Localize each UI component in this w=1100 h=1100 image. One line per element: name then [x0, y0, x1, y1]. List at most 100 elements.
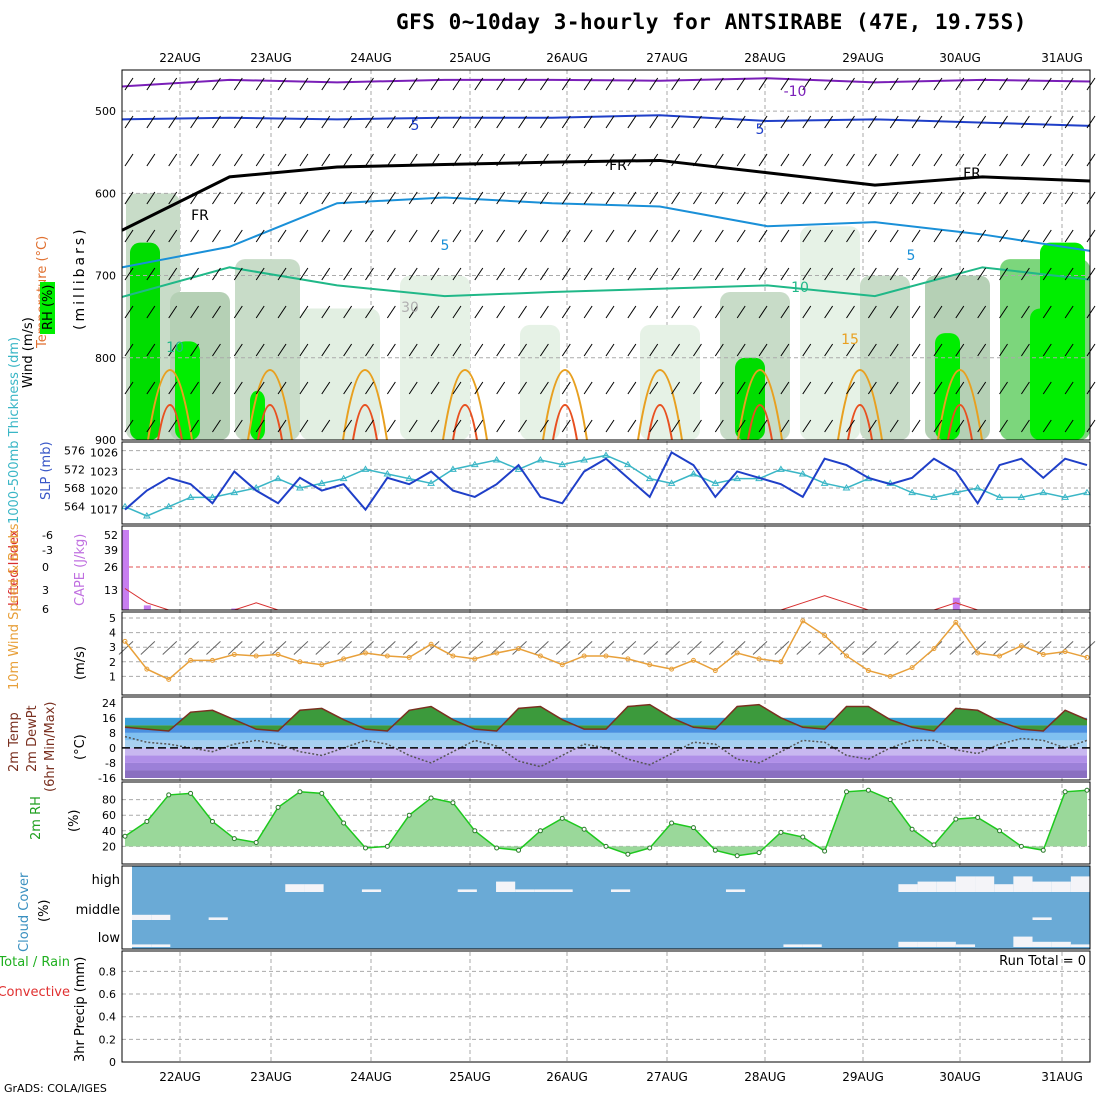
- slp-axis-label: SLP (mb): [39, 441, 54, 500]
- rh2m-panel: 2m RH (%): [29, 781, 1091, 865]
- thickness-point: [908, 488, 916, 496]
- wind-barb: [474, 343, 484, 357]
- wind-tick: 2: [109, 656, 116, 669]
- cloud-bar-low: [898, 941, 918, 947]
- thickness-slp-panel: 1000-500mb Thickness (dm) SLP (mb): [7, 337, 1091, 525]
- wind-barb: [736, 381, 746, 395]
- wind-barb: [846, 305, 855, 319]
- wind-barb: [889, 191, 899, 205]
- li-tick: 0: [42, 561, 49, 574]
- rh-tick: 60: [102, 809, 116, 822]
- thickness-point: [667, 479, 676, 486]
- wind-barb: [780, 419, 790, 433]
- wind-barb: [233, 343, 243, 357]
- wind-speed-point: [887, 673, 893, 679]
- wind-barb: [386, 419, 396, 433]
- temp-tick: -16: [98, 772, 116, 785]
- wind-barb: [955, 267, 965, 281]
- wind-barb: [671, 343, 681, 357]
- cloud-unit-label: (%): [37, 900, 52, 923]
- isotherm-15: [442, 369, 488, 441]
- wind-barb: [1064, 381, 1074, 395]
- isotherm-10: [121, 266, 1091, 298]
- wind-barb: [583, 381, 593, 395]
- wind-barb: [146, 115, 156, 129]
- cloud-background: [132, 866, 1090, 949]
- wind-barb: [365, 191, 374, 205]
- cloud-bar-high: [1013, 876, 1033, 892]
- wind-speed-point: [734, 650, 740, 656]
- wind-barb: [780, 229, 790, 243]
- rh-point: [253, 840, 259, 845]
- wind-barb: [343, 115, 353, 129]
- wind-barb: [386, 229, 396, 243]
- wind-barb: [758, 267, 768, 281]
- wind-barb: [911, 343, 921, 357]
- cape-axis-label: CAPE (J/kg): [73, 534, 88, 606]
- wind-barb: [824, 77, 834, 91]
- wind-speed-point: [384, 653, 390, 659]
- wind-barb: [555, 640, 571, 655]
- wind-barb: [977, 343, 987, 357]
- rh-point: [297, 789, 303, 795]
- rh-point: [341, 820, 347, 826]
- wind-barb: [168, 229, 178, 243]
- wind-barb: [999, 305, 1008, 319]
- rh-point: [144, 818, 150, 824]
- wind-barb: [277, 267, 287, 281]
- date-label-bottom: 27AUG: [646, 1070, 688, 1084]
- wind-barb: [627, 267, 637, 281]
- wind-barb: [430, 419, 440, 433]
- wind-barb: [846, 191, 855, 205]
- wind-barb: [693, 267, 702, 281]
- wind-speed-point: [516, 646, 522, 652]
- wind-barb: [424, 640, 440, 655]
- date-label-top: 31AUG: [1041, 51, 1083, 65]
- contour-label: 5: [907, 248, 916, 264]
- wind-barb: [693, 343, 702, 357]
- wind-barb: [496, 115, 506, 129]
- wind-barb: [605, 343, 615, 357]
- wind-barb: [321, 115, 331, 129]
- wind-barb: [518, 343, 527, 357]
- rh-point: [975, 815, 981, 821]
- wind-barb: [474, 229, 484, 243]
- rh-point: [734, 853, 740, 859]
- wind-barb: [649, 381, 659, 395]
- wind-barb: [365, 115, 374, 129]
- wind-barb: [714, 229, 724, 243]
- wind-barb: [824, 305, 834, 319]
- li-tick: -6: [42, 529, 53, 542]
- wind-barb: [889, 153, 899, 167]
- slp-line: [124, 450, 1088, 512]
- wind-barb: [496, 343, 506, 357]
- wind-barb: [867, 267, 877, 281]
- wind-barb: [386, 115, 396, 129]
- wind-barb: [1042, 305, 1052, 319]
- wind-barb: [430, 229, 440, 243]
- wind-barb: [561, 419, 571, 433]
- precip-axis-label: 3hr Precip (mm): [73, 957, 88, 1062]
- rh-point: [516, 847, 522, 853]
- wind-barb: [977, 153, 987, 167]
- wind-barb: [539, 267, 549, 281]
- cloud-bar-high: [725, 889, 746, 892]
- wind-barb: [933, 419, 943, 433]
- wind-barb: [146, 343, 156, 357]
- rh-shading: [235, 259, 300, 440]
- wind-barb: [212, 343, 221, 357]
- wind-barb: [146, 419, 156, 433]
- wind-barb: [999, 267, 1008, 281]
- thickness-tick: 568: [64, 482, 85, 495]
- wind-barb: [736, 267, 746, 281]
- wind-barb: [255, 267, 265, 281]
- wind-barb: [146, 381, 156, 395]
- wind-speed-point: [690, 657, 696, 663]
- wind-barb: [408, 191, 418, 205]
- wind-barb: [539, 115, 549, 129]
- wind-barb: [933, 115, 943, 129]
- isotherm-20: [947, 404, 973, 441]
- wind-barb: [1086, 419, 1096, 433]
- wind-barb: [665, 640, 680, 655]
- wind-speed-point: [209, 657, 215, 663]
